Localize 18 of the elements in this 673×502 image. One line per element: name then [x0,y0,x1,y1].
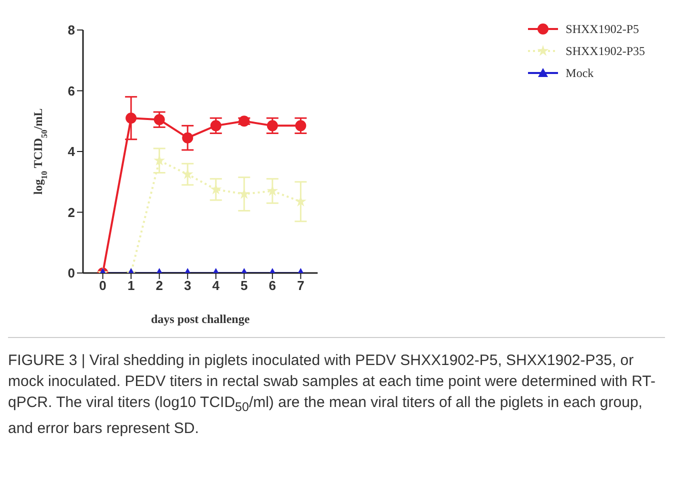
text: FIGURE 3 | Viral shedding in piglets inoculated with PEDV SHXX1902-P5, SHXX1902-P35, or mock inoculated. PEDV titers in rectal swab samples at each time point were determined with RT-qPCR. The viral titers (log10 TCID$_{50}$/ml) are the mean viral titers of all the piglets in each group, and error bars represent SD. [8,352,656,437]
x-tick-label: 0 [99,278,106,294]
x-tick-label: 2 [156,278,163,294]
y-tick-label: 8 [68,22,75,38]
x-tick-label: 7 [297,278,304,294]
legend-label: SHXX1902-P5 [566,21,639,38]
x-axis-title: days post challenge [150,312,250,326]
legend-label: SHXX1902-P35 [566,43,645,60]
legend-label: Mock [566,65,594,82]
x-tick-label: 6 [268,278,276,294]
y-tick-label: 4 [68,144,76,160]
x-tick-label: 1 [127,278,135,294]
y-tick-label: 2 [68,204,75,220]
x-tick-label: 3 [184,278,192,294]
y-tick-label: 6 [68,83,75,98]
x-tick-label: 5 [240,278,248,294]
y-tick-label: 0 [68,266,75,281]
x-tick-label: 4 [212,278,220,294]
